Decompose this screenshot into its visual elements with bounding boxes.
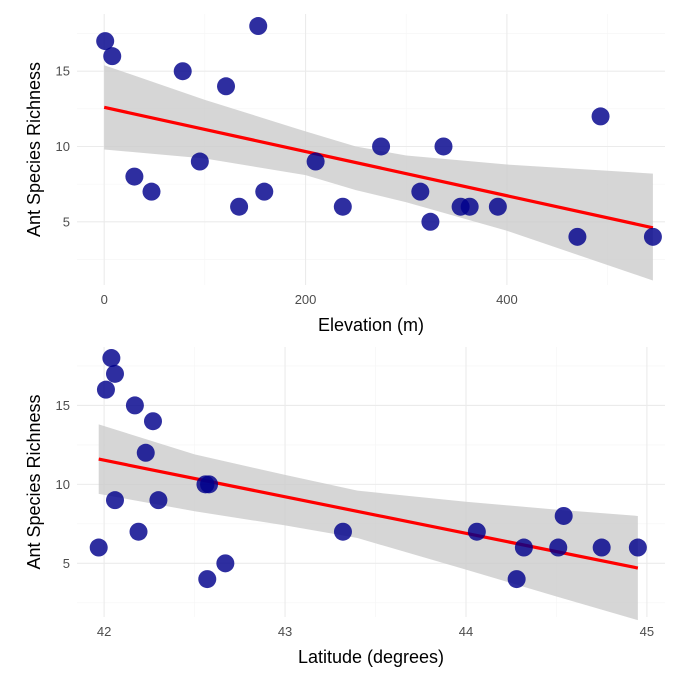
data-point [200,475,219,494]
data-point [149,491,168,510]
x-tick-label: 42 [97,624,111,639]
data-point [591,107,610,126]
latitude-fit-line [98,457,639,570]
y-tick-label: 5 [63,556,70,571]
elevation-points [96,17,662,246]
data-point [554,506,573,525]
data-point [592,538,611,557]
data-point [514,538,533,557]
y-tick-label: 10 [56,477,70,492]
data-point [255,182,274,201]
x-tick-label: 0 [101,292,108,307]
data-point [105,364,124,383]
data-point [568,227,587,246]
data-point [507,570,526,589]
data-point [125,396,144,415]
data-point [105,491,124,510]
data-point [643,227,662,246]
data-point [136,443,155,462]
data-point [306,152,325,171]
x-tick-label: 400 [496,292,518,307]
latitude-y-axis-title: Ant Species Richness [24,394,44,569]
x-tick-label: 45 [640,624,654,639]
data-point [143,412,162,431]
data-point [198,570,217,589]
data-point [216,554,235,573]
data-point [249,17,268,36]
data-point [434,137,453,156]
latitude-confidence-band [98,424,638,621]
data-point [467,522,486,541]
y-tick-label: 15 [56,64,70,79]
data-point [549,538,568,557]
y-tick-label: 5 [63,214,70,229]
latitude-y-tick-labels: 5 10 15 [56,398,70,571]
elevation-fit-line [103,105,654,230]
data-point [190,152,209,171]
data-point [103,47,122,66]
x-tick-label: 200 [295,292,317,307]
x-tick-label: 43 [278,624,292,639]
data-point [96,380,115,399]
data-point [125,167,144,186]
latitude-points [89,349,647,589]
latitude-scatter-panel: 42 43 44 45 5 10 15 Latitude (degrees) Ant Sp… [24,347,665,667]
data-point [142,182,161,201]
elevation-scatter-panel: 0 200 400 5 10 15 Elevation (m) Ant Species … [24,14,665,335]
data-point [411,182,430,201]
data-point [628,538,647,557]
data-point [421,212,440,231]
data-point [217,77,236,96]
data-point [460,197,479,216]
y-tick-label: 10 [56,139,70,154]
elevation-x-tick-labels: 0 200 400 [101,292,518,307]
elevation-x-axis-title: Elevation (m) [318,315,424,335]
x-tick-label: 44 [459,624,473,639]
latitude-x-tick-labels: 42 43 44 45 [97,624,654,639]
data-point [102,349,121,368]
data-point [333,197,352,216]
y-tick-label: 15 [56,398,70,413]
data-point [333,522,352,541]
elevation-y-tick-labels: 5 10 15 [56,64,70,230]
data-point [488,197,507,216]
elevation-y-axis-title: Ant Species Richness [24,62,44,237]
latitude-x-axis-title: Latitude (degrees) [298,647,444,667]
elevation-confidence-band [104,65,653,281]
data-point [96,32,115,51]
data-point [173,62,192,81]
data-point [129,522,148,541]
data-point [89,538,108,557]
data-point [230,197,249,216]
data-point [372,137,391,156]
